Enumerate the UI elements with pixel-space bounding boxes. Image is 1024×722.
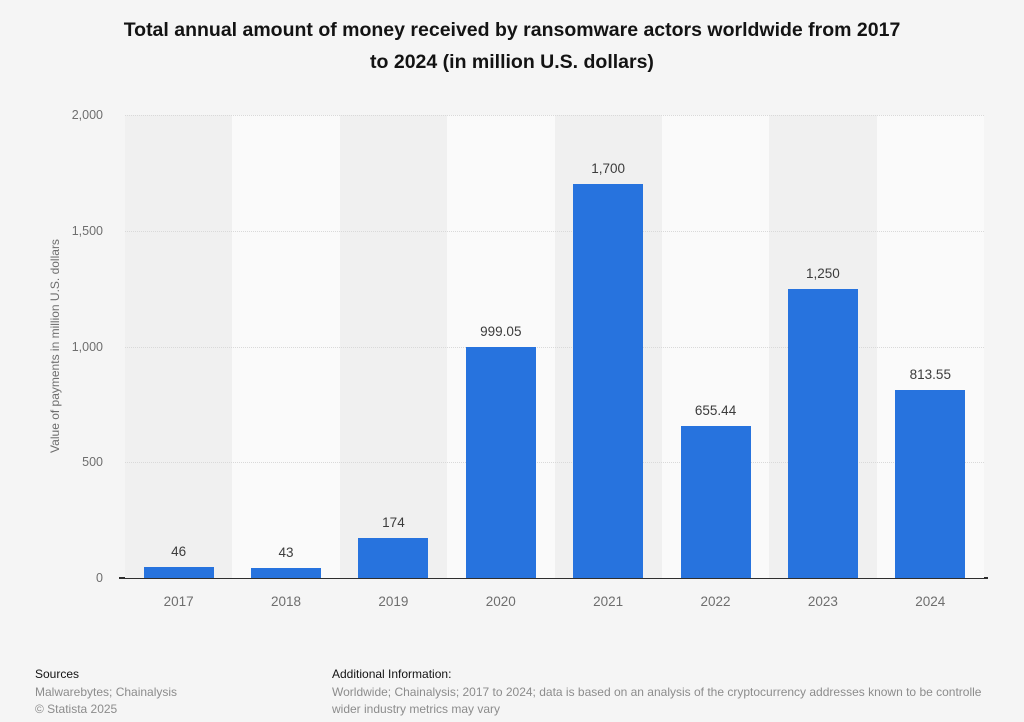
chart-title-line2: to 2024 (in million U.S. dollars)	[370, 51, 654, 73]
bar-2019[interactable]	[358, 537, 429, 578]
bar-2018[interactable]	[251, 568, 322, 578]
gridline-500	[125, 462, 984, 464]
bar-value-label-2023: 1,250	[806, 265, 840, 281]
bar-2023[interactable]	[787, 288, 858, 578]
bar-2022[interactable]	[680, 426, 751, 578]
x-axis-label-2022: 2022	[700, 594, 731, 609]
chart-title-line1: Total annual amount of money received by…	[123, 19, 901, 41]
statista-copyright: © Statista 2025	[35, 702, 118, 716]
chart-title: Total annual amount of money received by…	[0, 14, 1024, 78]
additional-info-line1: Worldwide; Chainalysis; 2017 to 2024; da…	[332, 684, 982, 699]
bar-value-label-2017: 46	[171, 544, 187, 560]
x-axis-label-2024: 2024	[915, 594, 946, 609]
bar-value-label-2024: 813.55	[909, 366, 951, 382]
x-axis-label-2019: 2019	[378, 594, 409, 609]
bar-value-label-2020: 999.05	[480, 323, 522, 339]
x-axis-label-2023: 2023	[807, 594, 838, 609]
y-axis-tick-label: 1,000	[71, 339, 103, 354]
bar-value-label-2022: 655.44	[694, 403, 737, 419]
bar-2024[interactable]	[895, 389, 966, 578]
gridline-2,000	[125, 115, 984, 116]
sources-heading: Sources	[35, 667, 80, 681]
bar-2020[interactable]	[465, 346, 536, 578]
y-axis-tick-label: 1,500	[71, 223, 103, 238]
gridline-1,000	[125, 346, 984, 348]
additional-info-line2: wider industry metrics may vary	[332, 702, 501, 716]
y-axis-tick-label: 2,000	[71, 108, 103, 122]
x-axis-label-2018: 2018	[271, 594, 302, 609]
x-axis-label-2017: 2017	[163, 594, 194, 609]
bar-value-label-2018: 43	[278, 545, 294, 561]
bar-2021[interactable]	[573, 184, 644, 578]
bar-value-label-2021: 1,700	[591, 161, 626, 177]
gridline-1,500	[125, 230, 984, 232]
bar-value-label-2019: 174	[382, 514, 405, 530]
y-axis-tick-label: 500	[82, 455, 103, 470]
y-axis-tick-label: 0	[96, 571, 103, 585]
x-axis-label-2021: 2021	[593, 594, 624, 609]
bar-2017[interactable]	[143, 567, 214, 578]
additional-info-heading: Additional Information:	[332, 667, 452, 681]
sources-line: Malwarebytes; Chainalysis	[35, 684, 178, 699]
footer-sources-block: Sources Malwarebytes; Chainalysis © Stat…	[35, 666, 315, 719]
x-axis-label-2020: 2020	[485, 594, 516, 609]
footer-additional-block: Additional Information: Worldwide; Chain…	[332, 666, 1024, 719]
